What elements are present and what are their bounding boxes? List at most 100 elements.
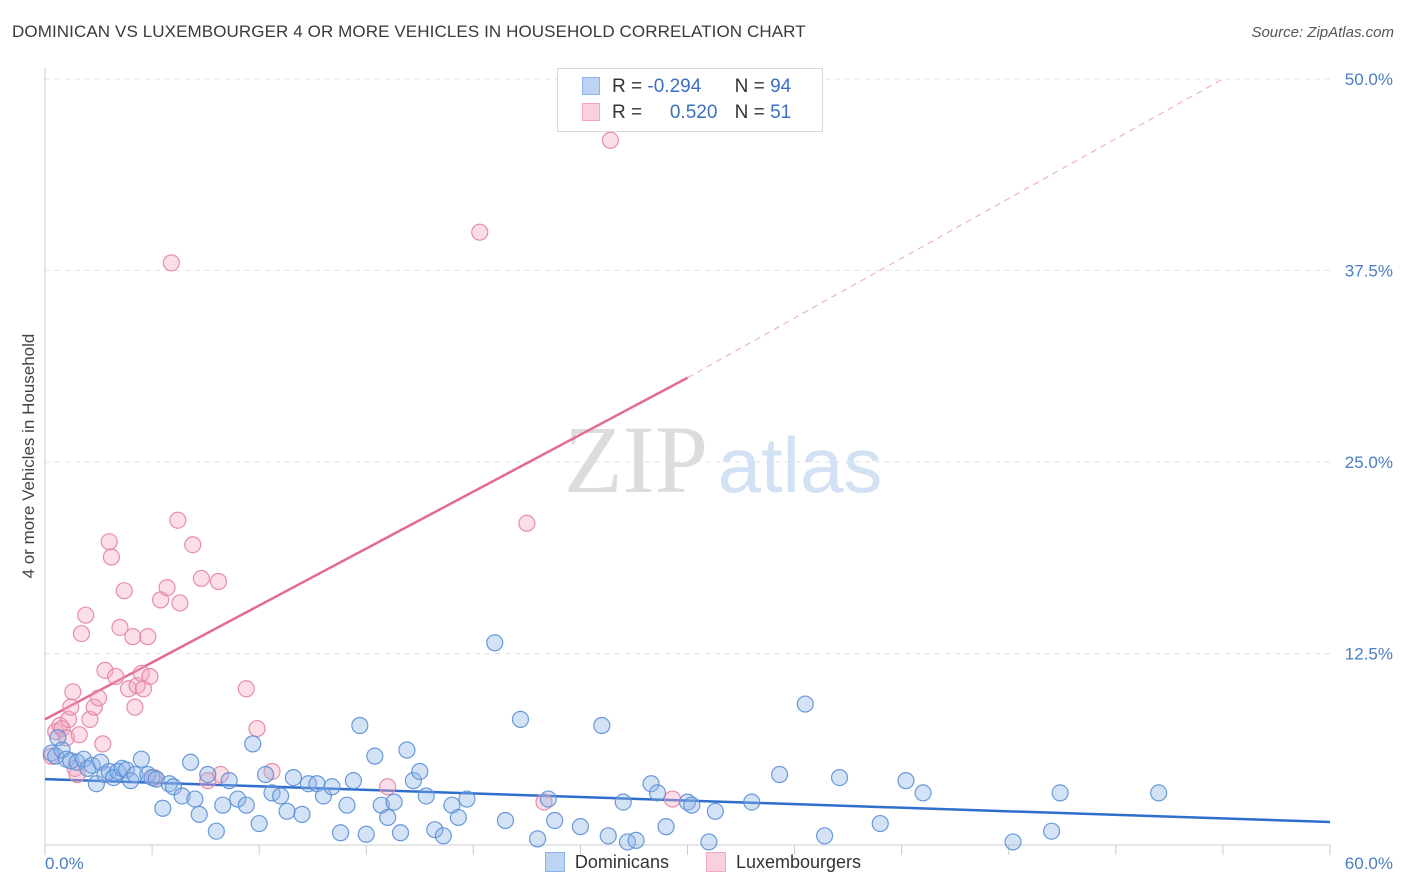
point-dominicans xyxy=(147,770,165,788)
point-dominicans xyxy=(571,818,590,836)
trendline-luxembourgers xyxy=(44,376,689,721)
point-dominicans xyxy=(871,814,889,833)
point-dominicans xyxy=(190,805,208,823)
point-luxembourgers xyxy=(72,624,91,643)
point-luxembourgers xyxy=(64,683,82,701)
point-dominicans xyxy=(599,827,617,845)
trendlines xyxy=(44,78,1331,824)
point-dominicans xyxy=(214,796,232,814)
point-dominicans xyxy=(770,765,789,784)
point-dominicans xyxy=(449,808,467,827)
legend-swatch-luxembourgers xyxy=(582,103,600,121)
point-dominicans xyxy=(344,772,362,790)
point-dominicans xyxy=(379,808,397,827)
point-dominicans xyxy=(1150,784,1168,802)
point-dominicans xyxy=(331,824,350,842)
point-dominicans xyxy=(154,799,172,817)
y-tick-label: 12.5% xyxy=(1345,645,1393,664)
legend-label-dominicans: Dominicans xyxy=(574,852,669,872)
point-dominicans xyxy=(323,778,341,796)
point-dominicans xyxy=(278,802,296,820)
point-dominicans xyxy=(1051,784,1069,802)
point-dominicans xyxy=(126,765,144,784)
point-dominicans xyxy=(173,787,191,805)
y-tick-label: 25.0% xyxy=(1345,453,1393,472)
point-dominicans xyxy=(132,750,150,768)
trendline-luxembourgers-extension xyxy=(687,78,1224,379)
point-dominicans xyxy=(229,790,247,808)
point-luxembourgers xyxy=(471,223,489,241)
axes xyxy=(44,68,1331,855)
point-dominicans xyxy=(657,818,675,836)
point-dominicans xyxy=(74,750,93,768)
y-axis-label: 4 or more Vehicles in Household xyxy=(19,334,38,579)
legend-n-label: N = xyxy=(734,102,765,123)
watermark-zip: ZIP xyxy=(564,406,708,513)
point-luxembourgers xyxy=(162,254,180,272)
point-dominicans xyxy=(796,695,814,713)
tick-labels: 12.5% 25.0% 37.5% 50.0% 0.0% 60.0% xyxy=(45,70,1393,873)
point-dominicans xyxy=(199,765,217,784)
point-dominicans xyxy=(648,784,667,802)
legend-row-dominicans: R = -0.294 N = 94 xyxy=(582,76,791,102)
point-luxembourgers xyxy=(70,726,88,744)
point-dominicans xyxy=(366,747,384,765)
point-dominicans xyxy=(117,761,135,779)
point-luxembourgers xyxy=(94,735,112,753)
x-tick-label: 60.0% xyxy=(1345,854,1393,873)
legend-item-dominicans[interactable]: Dominicans xyxy=(544,852,669,873)
point-dominicans xyxy=(186,790,204,808)
point-luxembourgers xyxy=(601,131,620,149)
point-dominicans xyxy=(250,814,268,833)
point-dominicans xyxy=(87,775,106,793)
point-luxembourgers xyxy=(171,594,189,612)
trendline-dominicans xyxy=(44,777,1331,824)
series-legend: Dominicans Luxembourgers xyxy=(0,852,1406,873)
point-luxembourgers xyxy=(77,606,95,624)
point-luxembourgers xyxy=(96,661,114,679)
legend-r-value: 0.520 xyxy=(669,102,718,123)
point-luxembourgers xyxy=(102,548,120,566)
legend-label-luxembourgers: Luxembourgers xyxy=(735,852,862,872)
point-dominicans xyxy=(314,787,333,805)
point-luxembourgers xyxy=(141,667,159,686)
point-dominicans xyxy=(528,830,547,848)
point-dominicans xyxy=(220,772,238,790)
point-luxembourgers xyxy=(158,579,176,597)
point-dominicans xyxy=(411,762,429,781)
legend-swatch-dominicans xyxy=(582,77,600,95)
source-label: Source: ZipAtlas.com xyxy=(1251,24,1394,41)
point-dominicans xyxy=(293,805,311,823)
point-dominicans xyxy=(237,796,255,814)
legend-item-luxembourgers[interactable]: Luxembourgers xyxy=(705,852,862,873)
legend-n-value: 94 xyxy=(770,76,792,97)
point-dominicans xyxy=(706,802,724,820)
point-dominicans xyxy=(700,833,718,851)
point-dominicans xyxy=(182,753,200,771)
legend-n-value: 51 xyxy=(770,102,792,123)
point-dominicans xyxy=(511,710,530,728)
legend-n-label: N = xyxy=(734,76,765,97)
point-dominicans xyxy=(642,775,660,793)
point-dominicans xyxy=(256,765,275,784)
point-dominicans xyxy=(284,768,303,787)
point-dominicans xyxy=(417,787,435,805)
point-dominicans xyxy=(357,825,375,843)
point-dominicans xyxy=(539,790,557,808)
point-dominicans xyxy=(1042,822,1061,840)
point-luxembourgers xyxy=(184,536,202,554)
point-luxembourgers xyxy=(192,569,210,588)
legend-row-luxembourgers: R = 0.520 N = 51 xyxy=(582,102,791,128)
point-luxembourgers xyxy=(85,698,103,716)
point-luxembourgers xyxy=(124,628,142,646)
point-dominicans xyxy=(338,796,356,814)
point-luxembourgers xyxy=(139,628,157,646)
point-luxembourgers xyxy=(169,511,187,529)
point-dominicans xyxy=(614,793,632,811)
point-luxembourgers xyxy=(126,698,144,716)
point-luxembourgers xyxy=(53,719,71,738)
point-dominicans xyxy=(434,827,452,845)
legend-swatch-luxembourgers xyxy=(705,852,726,872)
point-luxembourgers xyxy=(100,533,118,551)
point-dominicans xyxy=(385,793,403,811)
